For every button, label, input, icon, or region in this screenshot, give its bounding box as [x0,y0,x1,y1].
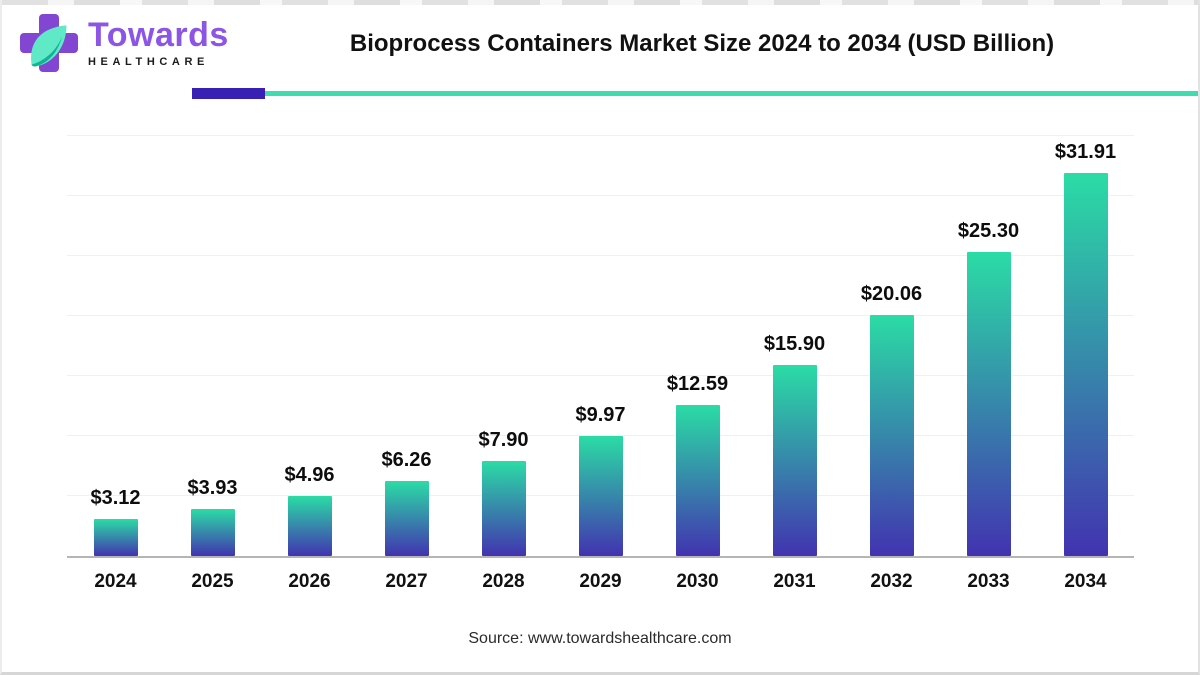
bar-value-label-2028: $7.90 [478,429,529,452]
x-axis-labels: 2024 2025 2026 2027 2028 2029 2030 2031 2032 2033… [67,571,1134,593]
bar-slot-2034: $31.91 [1037,136,1134,556]
page-title: Bioprocess Containers Market Size 2024 t… [349,30,1055,57]
brand-name: Towards [88,16,229,54]
gridline [67,375,1134,376]
bar-value-label-2027: $6.26 [381,448,432,471]
towards-healthcare-logo: Towards HEALTHCARE [18,12,229,74]
x-axis-label-2028: 2028 [482,571,525,592]
gridline [67,135,1134,136]
gridline [67,195,1134,196]
bar-value-label-2034: $31.91 [1054,141,1117,164]
gridline [67,315,1134,316]
bar-slot-2027: $6.26 [358,136,455,556]
bar-slot-2030: $12.59 [649,136,746,556]
bar-slot-2028: $7.90 [455,136,552,556]
bar-2027 [384,480,429,556]
logo-wordmark: Towards HEALTHCARE [88,18,229,68]
bar-2030 [675,404,720,556]
divider-accent-block [192,88,265,99]
bar-slot-2032: $20.06 [843,136,940,556]
bar-slot-2025: $3.93 [164,136,261,556]
bar-2024 [93,518,138,556]
leaf-icon [31,25,67,67]
bar-value-label-2024: $3.12 [90,486,141,509]
source-attribution: Source: www.towardshealthcare.com [468,630,732,647]
gridline [67,255,1134,256]
x-axis-label-2024: 2024 [94,571,137,592]
bar-slot-2031: $15.90 [746,136,843,556]
bars-row: $3.12 $3.93 $4.96 $6.26 $7.90 $9.97 $12.59 $15.… [67,136,1134,556]
bar-2034 [1063,173,1108,556]
bar-slot-2033: $25.30 [940,136,1037,556]
x-axis-label-2029: 2029 [579,571,622,592]
brand-subtitle: HEALTHCARE [88,56,209,68]
bar-value-label-2030: $12.59 [666,372,729,395]
bar-value-label-2029: $9.97 [575,404,626,427]
bar-value-label-2033: $25.30 [957,220,1020,243]
bar-value-label-2026: $4.96 [284,464,335,487]
divider-line [265,91,1198,96]
x-axis-label-2025: 2025 [191,571,234,592]
bar-slot-2024: $3.12 [67,136,164,556]
bar-value-label-2032: $20.06 [860,283,923,306]
x-axis-label-2034: 2034 [1064,571,1107,592]
x-axis-label-2026: 2026 [288,571,331,592]
bar-2031 [772,365,817,556]
plot-area: $3.12 $3.93 $4.96 $6.26 $7.90 $9.97 $12.59 $15.… [67,135,1134,558]
x-axis-label-2032: 2032 [870,571,913,592]
bar-slot-2029: $9.97 [552,136,649,556]
bar-2032 [869,315,914,556]
bar-slot-2026: $4.96 [261,136,358,556]
bar-value-label-2025: $3.93 [187,476,238,499]
title-divider [2,88,1198,100]
bar-2028 [481,461,526,556]
bar-2029 [578,436,623,556]
gridline [67,435,1134,436]
bar-2025 [190,508,235,556]
bar-value-label-2031: $15.90 [763,333,826,356]
top-border-strip [2,0,1198,5]
x-axis-label-2033: 2033 [967,571,1010,592]
x-axis-label-2030: 2030 [676,571,719,592]
bar-2033 [966,252,1011,556]
logo-cross-leaf-icon [18,12,80,74]
x-axis-label-2031: 2031 [773,571,816,592]
bar-2026 [287,496,332,556]
x-axis-label-2027: 2027 [385,571,428,592]
